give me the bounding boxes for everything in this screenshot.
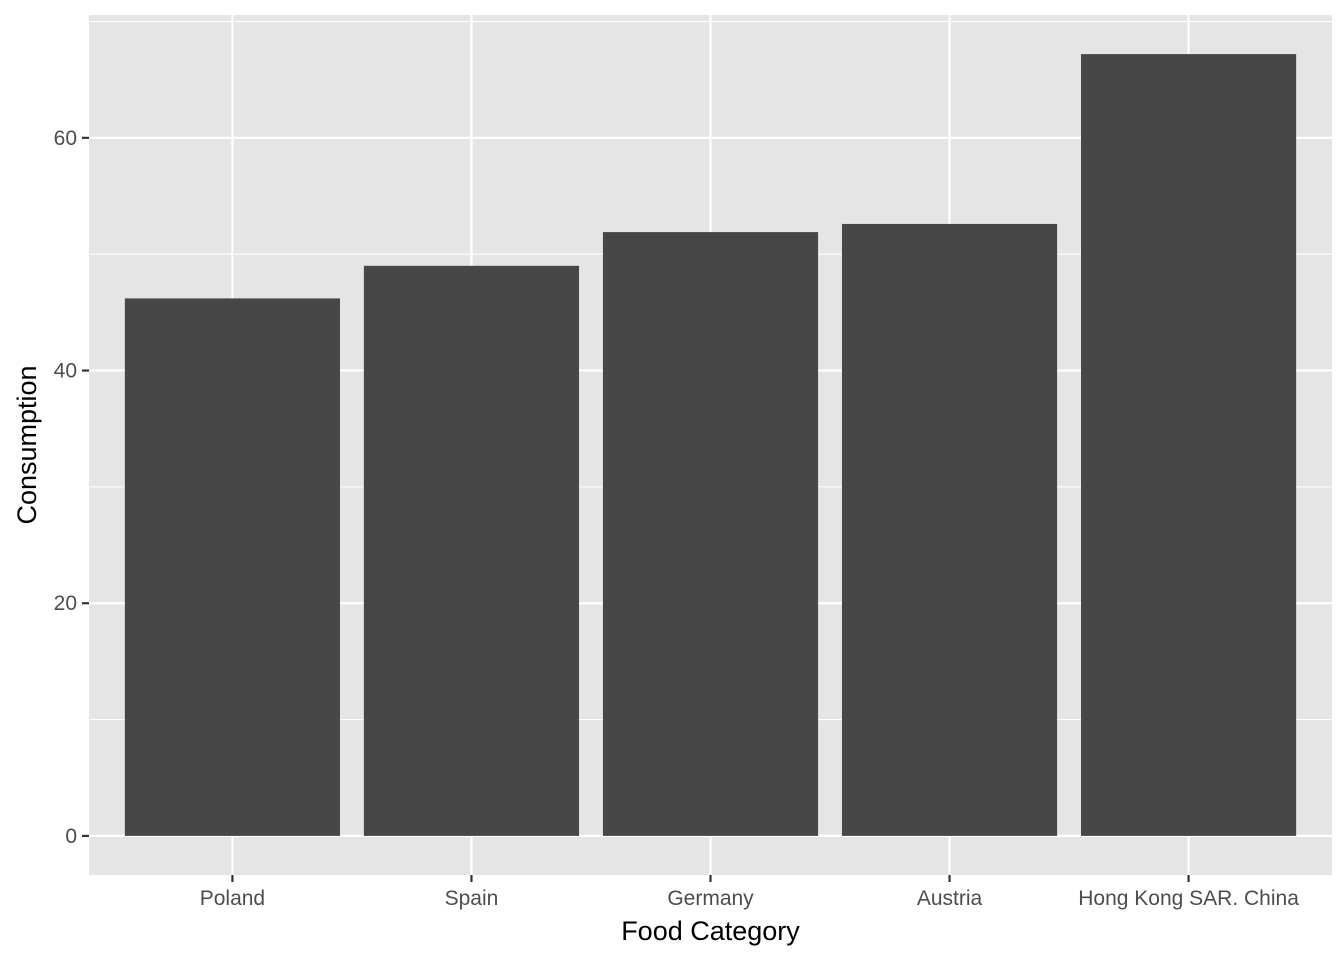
- y-tick-label: 40: [54, 360, 77, 383]
- bar-germany: [602, 232, 819, 836]
- bar-poland: [124, 298, 340, 836]
- bar-spain: [363, 265, 580, 836]
- y-tick-label: 0: [65, 825, 77, 848]
- x-tick-label: Germany: [667, 887, 754, 910]
- x-axis-title: Food Category: [621, 916, 800, 946]
- y-axis-title: Consumption: [12, 365, 42, 524]
- x-tick-label: Austria: [917, 887, 983, 910]
- y-tick-label: 20: [54, 592, 77, 615]
- y-tick-label: 60: [54, 127, 77, 150]
- x-tick-label: Hong Kong SAR. China: [1078, 887, 1299, 910]
- bar-hong-kong-sar-china: [1081, 54, 1297, 836]
- bars: [124, 54, 1297, 836]
- x-tick-label: Poland: [200, 887, 265, 910]
- y-axis: 0 20 40 60: [54, 127, 89, 848]
- bar-austria: [841, 223, 1058, 836]
- x-axis: Poland Spain Germany Austria Hong Kong SAR. …: [200, 875, 1299, 910]
- x-tick-label: Spain: [445, 887, 499, 910]
